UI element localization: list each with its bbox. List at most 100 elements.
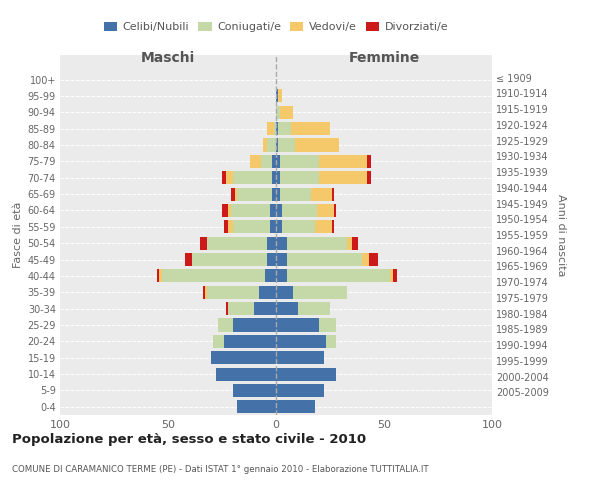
- Bar: [269, 204, 276, 217]
- Bar: [276, 90, 278, 102]
- Text: Femmine: Femmine: [349, 51, 419, 65]
- Bar: [326, 335, 337, 348]
- Bar: [278, 90, 283, 102]
- Bar: [222, 204, 229, 217]
- Bar: [261, 155, 272, 168]
- Bar: [319, 318, 337, 332]
- Bar: [237, 400, 276, 413]
- Bar: [185, 253, 192, 266]
- Bar: [272, 188, 276, 200]
- Bar: [224, 335, 276, 348]
- Bar: [276, 368, 337, 380]
- Bar: [276, 302, 298, 315]
- Bar: [259, 286, 276, 299]
- Bar: [254, 302, 276, 315]
- Bar: [315, 220, 332, 234]
- Bar: [237, 188, 272, 200]
- Bar: [229, 302, 254, 315]
- Bar: [160, 270, 161, 282]
- Bar: [203, 286, 205, 299]
- Bar: [276, 270, 287, 282]
- Bar: [334, 204, 337, 217]
- Bar: [207, 236, 268, 250]
- Bar: [276, 384, 323, 397]
- Bar: [276, 204, 283, 217]
- Bar: [276, 318, 319, 332]
- Bar: [226, 171, 233, 184]
- Bar: [276, 286, 293, 299]
- Bar: [161, 270, 265, 282]
- Text: COMUNE DI CARAMANICO TERME (PE) - Dati ISTAT 1° gennaio 2010 - Elaborazione TUTT: COMUNE DI CARAMANICO TERME (PE) - Dati I…: [12, 466, 428, 474]
- Bar: [229, 220, 233, 234]
- Bar: [250, 155, 261, 168]
- Bar: [263, 138, 268, 151]
- Bar: [272, 155, 276, 168]
- Bar: [291, 122, 330, 135]
- Bar: [230, 204, 269, 217]
- Bar: [224, 220, 229, 234]
- Bar: [276, 220, 283, 234]
- Bar: [211, 351, 276, 364]
- Bar: [233, 220, 269, 234]
- Bar: [276, 253, 287, 266]
- Bar: [276, 236, 287, 250]
- Bar: [229, 204, 230, 217]
- Bar: [367, 155, 371, 168]
- Bar: [287, 236, 347, 250]
- Bar: [214, 335, 224, 348]
- Bar: [207, 286, 259, 299]
- Bar: [230, 188, 235, 200]
- Bar: [274, 122, 276, 135]
- Bar: [276, 122, 278, 135]
- Bar: [272, 171, 276, 184]
- Bar: [276, 351, 323, 364]
- Bar: [278, 138, 295, 151]
- Bar: [283, 220, 315, 234]
- Bar: [280, 171, 319, 184]
- Bar: [192, 253, 268, 266]
- Bar: [278, 122, 291, 135]
- Y-axis label: Fasce di età: Fasce di età: [13, 202, 23, 268]
- Bar: [392, 270, 397, 282]
- Bar: [367, 171, 371, 184]
- Bar: [269, 220, 276, 234]
- Bar: [268, 138, 276, 151]
- Bar: [293, 286, 347, 299]
- Bar: [200, 236, 207, 250]
- Bar: [157, 270, 160, 282]
- Y-axis label: Anni di nascita: Anni di nascita: [556, 194, 566, 276]
- Bar: [319, 155, 367, 168]
- Bar: [276, 138, 278, 151]
- Bar: [280, 106, 293, 119]
- Bar: [287, 253, 362, 266]
- Bar: [265, 270, 276, 282]
- Bar: [287, 270, 391, 282]
- Bar: [268, 122, 274, 135]
- Bar: [205, 286, 207, 299]
- Text: Maschi: Maschi: [141, 51, 195, 65]
- Bar: [295, 138, 338, 151]
- Bar: [317, 204, 334, 217]
- Bar: [362, 253, 369, 266]
- Bar: [319, 171, 367, 184]
- Bar: [215, 368, 276, 380]
- Bar: [391, 270, 392, 282]
- Bar: [218, 318, 233, 332]
- Bar: [233, 171, 272, 184]
- Bar: [276, 188, 280, 200]
- Bar: [268, 253, 276, 266]
- Bar: [280, 155, 319, 168]
- Bar: [280, 188, 311, 200]
- Legend: Celibi/Nubili, Coniugati/e, Vedovi/e, Divorziati/e: Celibi/Nubili, Coniugati/e, Vedovi/e, Di…: [100, 18, 452, 36]
- Bar: [332, 220, 334, 234]
- Bar: [222, 171, 226, 184]
- Bar: [276, 335, 326, 348]
- Bar: [283, 204, 317, 217]
- Bar: [311, 188, 332, 200]
- Bar: [235, 188, 237, 200]
- Bar: [276, 155, 280, 168]
- Bar: [369, 253, 377, 266]
- Bar: [352, 236, 358, 250]
- Text: Popolazione per età, sesso e stato civile - 2010: Popolazione per età, sesso e stato civil…: [12, 432, 366, 446]
- Bar: [233, 384, 276, 397]
